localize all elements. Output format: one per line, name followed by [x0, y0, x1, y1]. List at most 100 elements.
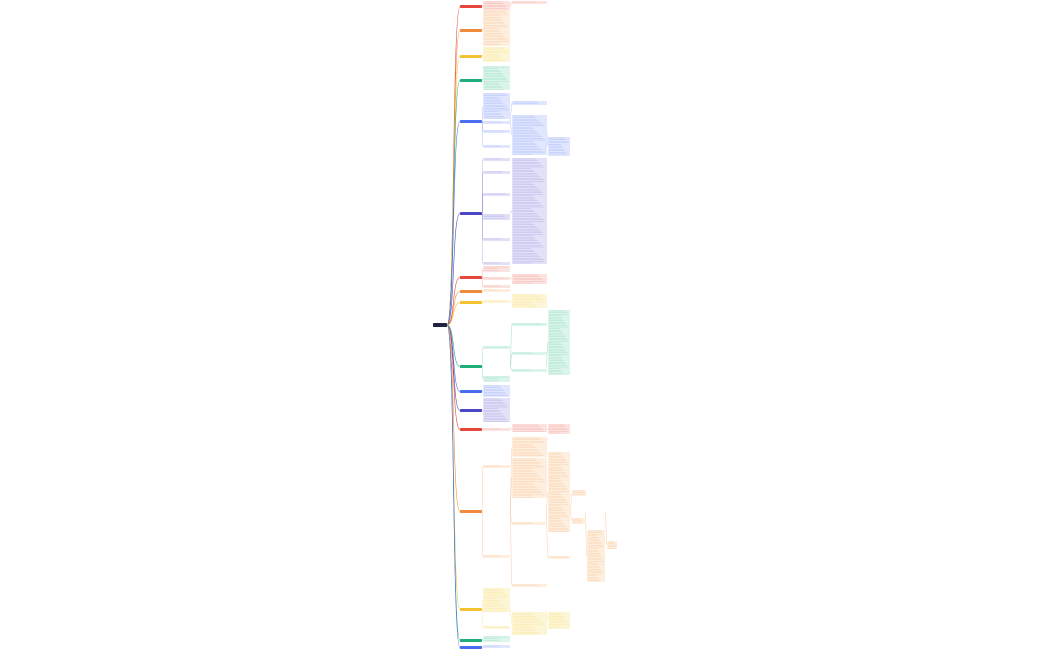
child-node [512, 612, 547, 635]
child-node [483, 158, 510, 161]
child-connector [604, 511, 608, 546]
branch-node [460, 365, 482, 368]
child-connector [481, 121, 484, 147]
child-connector [584, 511, 588, 557]
child-connector [481, 194, 484, 214]
child-node [483, 193, 510, 196]
branch-node [460, 79, 482, 82]
branch-connector [446, 324, 461, 648]
child-node [512, 424, 547, 432]
branch [446, 10, 510, 326]
child-connector [481, 609, 484, 628]
branch-node [460, 390, 482, 393]
child-node [483, 171, 510, 174]
child-node [483, 636, 510, 642]
branch [446, 289, 510, 326]
branch [446, 324, 510, 422]
child-connector [545, 491, 549, 512]
child-node [483, 93, 510, 119]
branch-connector [446, 121, 461, 326]
child-node [483, 428, 510, 431]
child-connector [509, 511, 513, 586]
child-node [548, 424, 570, 434]
branch-connector [446, 80, 461, 326]
branch [446, 324, 617, 587]
branch-node [460, 639, 482, 642]
child-node [512, 458, 547, 498]
child-connector [481, 347, 484, 367]
branch-connector [446, 324, 461, 430]
child-node [483, 289, 510, 292]
child-node [483, 300, 510, 303]
child-node [512, 323, 547, 326]
child-connector [569, 492, 573, 512]
child-connector [481, 213, 484, 218]
child-node [483, 645, 510, 648]
child-node [548, 452, 570, 532]
child-node [548, 137, 570, 156]
branch-connector [446, 302, 461, 326]
child-connector [481, 409, 484, 411]
child-node [483, 266, 510, 272]
child-connector [481, 54, 484, 57]
child-node [483, 555, 510, 558]
branch-node [460, 301, 482, 304]
child-connector [481, 290, 484, 292]
child-connector [481, 366, 484, 380]
child-connector [545, 511, 549, 558]
child-connector [481, 27, 484, 31]
child-connector [481, 301, 484, 303]
branch-node [460, 290, 482, 293]
child-node [483, 398, 510, 422]
child-node [483, 465, 510, 468]
child-node [483, 626, 510, 629]
child-node [572, 490, 586, 496]
branch [446, 266, 547, 326]
child-connector [569, 511, 573, 522]
branch-node [460, 608, 482, 611]
child-connector [509, 102, 513, 122]
branch-node [460, 29, 482, 32]
branch-node [460, 510, 482, 513]
child-node [512, 158, 547, 264]
child-node [483, 262, 510, 265]
child-node [572, 518, 586, 524]
child-node [512, 369, 547, 372]
child-connector [481, 466, 484, 512]
child-node [512, 584, 547, 587]
branch-node [460, 646, 482, 649]
child-connector [509, 609, 513, 624]
branch [446, 310, 570, 382]
child-node [483, 130, 510, 133]
child-connector [509, 427, 513, 430]
child-node [483, 66, 510, 90]
child-node [483, 214, 510, 220]
branch [446, 324, 570, 434]
branch [446, 324, 510, 649]
child-connector [509, 300, 513, 303]
branch-connector [446, 324, 461, 411]
child-node [483, 346, 510, 349]
child-connector [481, 105, 484, 122]
child-node [483, 385, 510, 397]
child-node [483, 285, 510, 288]
child-connector [509, 353, 513, 367]
branch-node [460, 55, 482, 58]
child-node [512, 115, 547, 155]
child-connector [481, 77, 484, 81]
child-node [607, 541, 617, 549]
child-node [512, 294, 547, 308]
child-connector [509, 2, 513, 7]
child-connector [509, 366, 513, 371]
child-node [512, 274, 547, 284]
branch-node [460, 409, 482, 412]
child-connector [509, 324, 513, 367]
child-node [548, 310, 570, 375]
branch-node [460, 276, 482, 279]
child-node [483, 121, 510, 124]
child-connector [481, 268, 484, 278]
branch-node [460, 212, 482, 215]
child-node [483, 588, 510, 612]
